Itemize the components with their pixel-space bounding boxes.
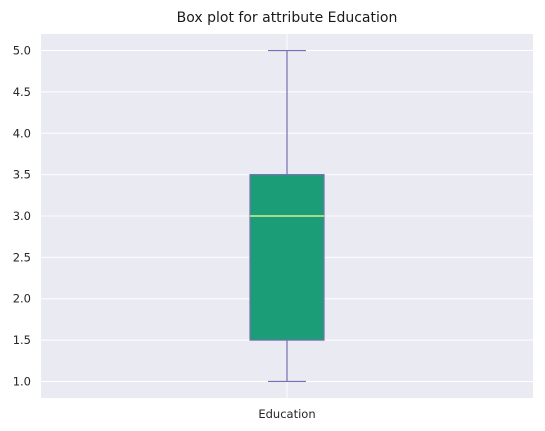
y-tick-label: 1.5 xyxy=(13,333,31,347)
x-axis-ticks: Education xyxy=(258,407,315,421)
y-tick-label: 3.0 xyxy=(13,209,31,223)
y-tick-label: 3.5 xyxy=(13,168,31,182)
y-axis-ticks: 1.0 1.5 2.0 2.5 3.0 3.5 4.0 4.5 5.0 xyxy=(13,44,31,389)
box-layer xyxy=(249,49,325,383)
y-tick-label: 4.0 xyxy=(13,126,31,140)
y-tick-label: 2.0 xyxy=(13,292,31,306)
y-tick-label: 2.5 xyxy=(13,250,31,264)
chart-title: Box plot for attribute Education xyxy=(177,10,398,26)
box-iqr xyxy=(249,174,325,341)
y-tick-label: 5.0 xyxy=(13,44,31,58)
y-tick-label: 1.0 xyxy=(13,374,31,388)
y-tick-label: 4.5 xyxy=(13,85,31,99)
x-tick-label: Education xyxy=(258,407,315,421)
